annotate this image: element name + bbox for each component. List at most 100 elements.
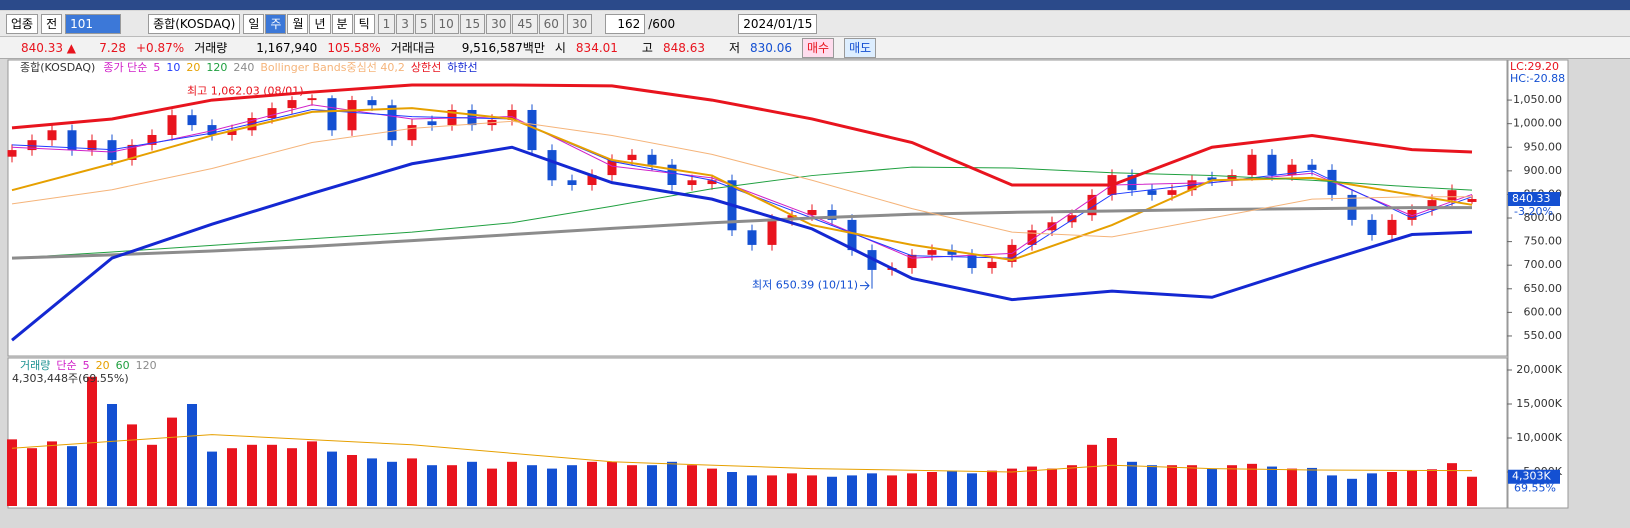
last-volume: 4,303K xyxy=(1512,470,1551,483)
candle-body xyxy=(1127,175,1137,191)
candle-body xyxy=(147,134,157,145)
volume-bar xyxy=(67,446,77,506)
y-tick-label: 550.00 xyxy=(1524,329,1563,342)
volume-bar xyxy=(547,468,557,506)
buy-button[interactable]: 매수 xyxy=(802,37,835,58)
interval-button[interactable]: 60 xyxy=(538,13,564,34)
candle-body xyxy=(127,144,137,160)
legend-item: 120 xyxy=(206,61,227,74)
count[interactable]: 162 xyxy=(605,13,646,34)
overlay-line xyxy=(11,166,1473,259)
volume-bar xyxy=(527,465,537,506)
volume-bar xyxy=(707,468,717,506)
candle-body xyxy=(347,100,357,131)
volume-bar xyxy=(1207,468,1217,506)
volume-bar xyxy=(1367,473,1377,506)
volume-bar xyxy=(727,471,737,506)
candle-body xyxy=(187,115,197,126)
code-input[interactable]: 101 xyxy=(65,13,122,34)
candle-body xyxy=(647,154,657,165)
market-select[interactable]: 업종 xyxy=(6,13,39,34)
period-button[interactable]: 일 xyxy=(243,13,265,34)
candle-body xyxy=(767,219,777,245)
candle-body xyxy=(67,130,77,151)
volume-bar xyxy=(427,465,437,506)
candle-body xyxy=(1467,198,1477,202)
interval-select[interactable]: 30 xyxy=(566,13,593,34)
volume-bar xyxy=(187,403,197,506)
candle-body xyxy=(1287,164,1297,176)
info-bar: 840.33 ▲ 7.28 +0.87% 거래량 1,167,940 105.5… xyxy=(0,37,1630,59)
y-tick-label: 650.00 xyxy=(1524,282,1563,295)
volume-bar xyxy=(627,465,637,506)
candle-body xyxy=(927,250,937,255)
legend-item: 5 xyxy=(83,359,90,372)
candle-body xyxy=(307,98,317,101)
volume-bar xyxy=(887,475,897,506)
interval-button[interactable]: 30 xyxy=(486,13,512,34)
volume-bar xyxy=(1107,437,1117,506)
period-button[interactable]: 분 xyxy=(331,13,353,34)
candle-body xyxy=(267,108,277,119)
candle-body xyxy=(1307,164,1317,170)
volume-bar xyxy=(1227,465,1237,506)
interval-button[interactable]: 3 xyxy=(396,13,414,34)
volume-bar xyxy=(747,475,757,506)
sell-button[interactable]: 매도 xyxy=(844,37,877,58)
candle-body xyxy=(1147,190,1157,195)
candle-body xyxy=(567,180,577,185)
interval-button[interactable]: 10 xyxy=(433,13,459,34)
volume-bar xyxy=(1447,463,1457,506)
candle-body xyxy=(507,109,517,120)
interval-button[interactable]: 15 xyxy=(459,13,486,34)
y-tick-label: 700.00 xyxy=(1524,258,1563,271)
volume-bar xyxy=(587,461,597,506)
y-tick-label: 950.00 xyxy=(1524,140,1563,153)
volume-bar xyxy=(1087,444,1097,506)
candle-body xyxy=(367,100,377,106)
count-max: /600 xyxy=(648,16,676,31)
candle-body xyxy=(687,180,697,185)
volume-bar xyxy=(407,458,417,506)
scope[interactable]: 전 xyxy=(41,13,63,34)
volume-bar xyxy=(347,454,357,506)
volume-bar xyxy=(167,417,177,506)
legend-item: 60 xyxy=(116,359,130,372)
interval-button[interactable]: 5 xyxy=(414,13,433,34)
volume-bar xyxy=(1407,470,1417,506)
candle-body xyxy=(747,230,757,245)
legend-item: 상한선 xyxy=(411,61,441,74)
volume-bar xyxy=(287,448,297,506)
period-button[interactable]: 년 xyxy=(309,13,331,34)
last-volume-box xyxy=(1508,469,1560,484)
interval-button[interactable]: 45 xyxy=(512,13,538,34)
legend-item: 하한선 xyxy=(447,60,477,74)
legend-item: 20 xyxy=(186,61,200,74)
corner-label: HC:-20.88 xyxy=(1510,72,1565,85)
volume-bar xyxy=(1067,465,1077,506)
volume-bar xyxy=(687,465,697,506)
volume-bar xyxy=(107,403,117,506)
low: 830.06 xyxy=(750,40,793,55)
volume-bar xyxy=(387,461,397,506)
period-button[interactable]: 월 xyxy=(287,13,309,34)
candle-body xyxy=(1167,190,1177,195)
interval-button[interactable]: 1 xyxy=(377,13,396,34)
candle-body xyxy=(1027,230,1037,245)
volume-bar xyxy=(967,473,977,506)
open-label: 시 xyxy=(554,41,566,55)
volume-pane xyxy=(7,357,1508,509)
legend-item: 종합(KOSDAQ) xyxy=(20,61,95,74)
volume-bar xyxy=(807,475,817,506)
legend-item: 10 xyxy=(166,61,180,74)
volume-bar xyxy=(507,461,517,506)
candle-body xyxy=(387,105,397,141)
candle-body xyxy=(947,250,957,255)
volume-bar xyxy=(1287,468,1297,506)
period-button[interactable]: 주 xyxy=(265,13,287,34)
volume-bar xyxy=(647,465,657,506)
date[interactable]: 2024/01/15 xyxy=(738,13,818,34)
period-button[interactable]: 틱 xyxy=(353,13,375,34)
